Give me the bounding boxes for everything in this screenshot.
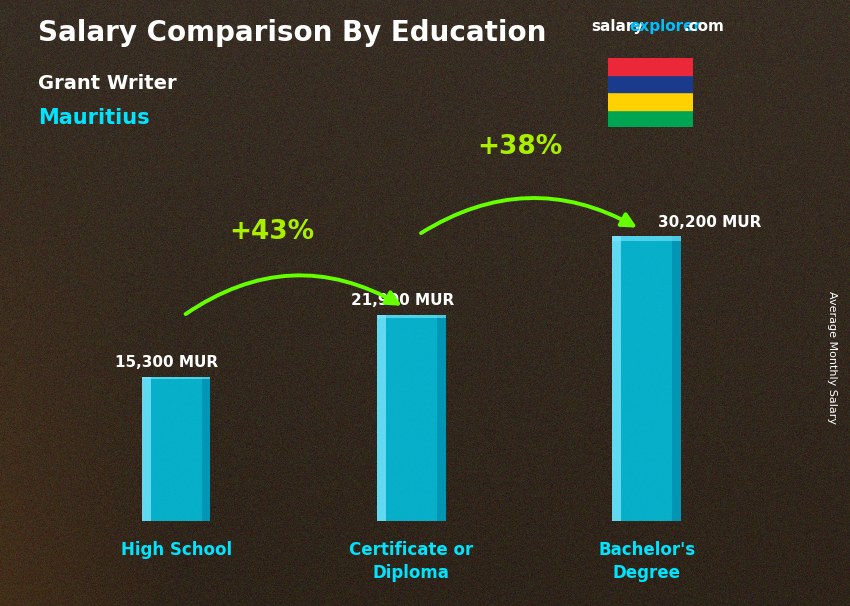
Text: explorer: explorer (629, 19, 701, 35)
Bar (608, 110, 693, 127)
FancyArrowPatch shape (421, 198, 633, 233)
Bar (608, 58, 693, 75)
Text: Mauritius: Mauritius (38, 108, 150, 128)
Bar (608, 92, 693, 110)
Text: +43%: +43% (230, 219, 314, 245)
Text: .com: .com (683, 19, 724, 35)
Text: 30,200 MUR: 30,200 MUR (659, 215, 762, 230)
Text: salary: salary (591, 19, 643, 35)
Text: Average Monthly Salary: Average Monthly Salary (827, 291, 837, 424)
Text: Salary Comparison By Education: Salary Comparison By Education (38, 19, 547, 47)
Bar (672, 236, 681, 521)
Bar (377, 315, 445, 318)
FancyArrowPatch shape (185, 275, 398, 314)
Text: Grant Writer: Grant Writer (38, 74, 177, 93)
Text: 15,300 MUR: 15,300 MUR (116, 355, 218, 370)
Bar (377, 315, 445, 521)
Bar (437, 315, 445, 521)
Bar (142, 377, 211, 379)
Bar (142, 377, 211, 521)
Bar (201, 377, 211, 521)
Text: +38%: +38% (478, 134, 563, 160)
Bar (142, 377, 150, 521)
Bar (612, 236, 681, 521)
Bar (377, 315, 386, 521)
Text: 21,900 MUR: 21,900 MUR (351, 293, 454, 308)
Bar (608, 75, 693, 92)
Bar (612, 236, 621, 521)
Bar (612, 236, 681, 241)
